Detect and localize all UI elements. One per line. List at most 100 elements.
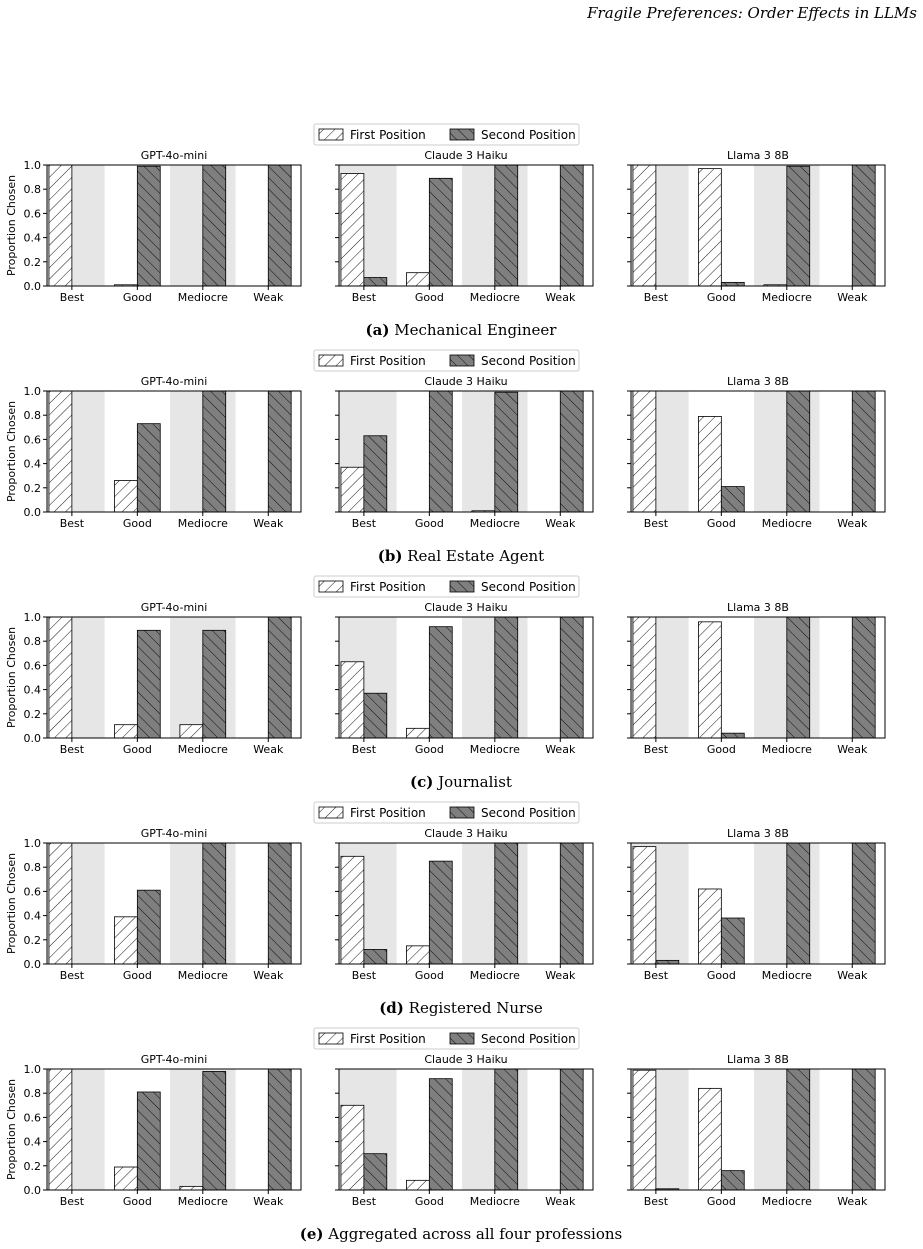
y-tick-label: 0.6 [24, 659, 42, 672]
caption-text: Journalist [433, 773, 512, 791]
x-tick-label: Best [60, 969, 85, 982]
bar-second-good [428, 626, 453, 739]
subplot-title: Claude 3 Haiku [424, 1053, 507, 1066]
bar-second-good [720, 1170, 745, 1191]
x-tick-label: Mediocre [178, 517, 228, 530]
bar-first-best [48, 616, 73, 739]
x-tick-label: Best [60, 1195, 85, 1208]
bar-first-best [48, 390, 73, 513]
subplot-3: Best Good Mediocre Weak Llama 3 8B [627, 149, 886, 304]
bar-second-good [428, 390, 453, 513]
bar-first-best [632, 164, 657, 287]
x-tick-label: Weak [253, 1195, 284, 1208]
x-tick-label: Good [415, 517, 444, 530]
bar-second-mediocre [786, 1068, 811, 1191]
y-tick-label: 0.6 [24, 1111, 42, 1124]
subplot-1: 0.0 0.2 0.4 0.6 0.8 1.0 Best Good Mediocre Weak GP… [5, 149, 302, 304]
subplot-2: Best Good Mediocre Weak Claude 3 Haiku [335, 601, 594, 756]
x-tick-label: Good [415, 1195, 444, 1208]
bar-second-weak [559, 1068, 584, 1191]
subplot-title: Llama 3 8B [727, 601, 789, 614]
bar-first-good [698, 621, 722, 739]
bar-second-weak [559, 842, 584, 965]
y-tick-label: 0.0 [24, 732, 42, 745]
bar-second-weak [267, 390, 292, 513]
y-tick-label: 0.4 [24, 910, 42, 923]
x-tick-label: Mediocre [470, 743, 520, 756]
plot-frame [630, 1068, 886, 1191]
caption-text: Registered Nurse [404, 999, 543, 1017]
subplot-title: Claude 3 Haiku [424, 601, 507, 614]
plot-frame [338, 616, 594, 739]
legend-label-second: Second Position [481, 580, 576, 594]
legend-swatch-second [449, 1032, 475, 1045]
x-tick-label: Best [60, 743, 85, 756]
bar-first-best [632, 390, 657, 513]
x-tick-label: Mediocre [470, 1195, 520, 1208]
bar-first-mediocre [179, 724, 204, 739]
x-tick-label: Good [123, 291, 152, 304]
bar-second-good [720, 917, 745, 965]
panel-caption: (a) Mechanical Engineer [366, 321, 558, 339]
legend-swatch-first [318, 128, 344, 141]
caption-text: Aggregated across all four professions [324, 1225, 623, 1243]
y-axis-label: Proportion Chosen [5, 627, 18, 728]
x-tick-label: Best [644, 969, 669, 982]
x-tick-label: Best [644, 1195, 669, 1208]
plot-frame [630, 164, 886, 287]
legend-box [313, 801, 580, 824]
legend-swatch-second [449, 354, 475, 367]
y-tick-label: 0.2 [24, 482, 42, 495]
plot-frame [46, 616, 302, 739]
y-axis-label: Proportion Chosen [5, 401, 18, 502]
y-tick-label: 0.8 [24, 1087, 42, 1100]
bar-first-best [632, 616, 657, 739]
legend-label-first: First Position [350, 128, 426, 142]
legend-swatch-second [449, 128, 475, 141]
legend-label-first: First Position [350, 806, 426, 820]
plot-frame [338, 164, 594, 287]
x-tick-label: Weak [837, 743, 868, 756]
bar-second-weak [851, 616, 876, 739]
bar-second-weak [267, 616, 292, 739]
subplot-title: GPT-4o-mini [141, 375, 208, 388]
legend-label-first: First Position [350, 354, 426, 368]
subplot-title: GPT-4o-mini [141, 601, 208, 614]
y-tick-label: 0.0 [24, 1184, 42, 1197]
subplot-1: 0.0 0.2 0.4 0.6 0.8 1.0 Best Good Mediocre Weak GP… [5, 601, 302, 756]
bar-second-mediocre [786, 165, 811, 287]
bar-second-mediocre [494, 164, 519, 287]
bar-second-good [720, 486, 745, 513]
y-tick-label: 0.6 [24, 885, 42, 898]
legend: First Position Second Position [313, 575, 580, 598]
bar-first-good [114, 916, 138, 965]
bar-first-best [340, 1104, 365, 1191]
subplot-1: 0.0 0.2 0.4 0.6 0.8 1.0 Best Good Mediocre Weak GP… [5, 1053, 302, 1208]
bar-second-mediocre [202, 390, 227, 513]
caption-text: Mechanical Engineer [389, 321, 557, 339]
x-tick-label: Best [60, 517, 85, 530]
bar-second-weak [267, 842, 292, 965]
subplot-title: Llama 3 8B [727, 375, 789, 388]
bar-second-good [136, 165, 161, 287]
y-tick-label: 1.0 [24, 1063, 42, 1076]
y-tick-label: 0.2 [24, 1160, 42, 1173]
legend: First Position Second Position [313, 349, 580, 372]
x-tick-label: Weak [253, 291, 284, 304]
bar-second-good [136, 1091, 161, 1191]
bar-first-good [406, 945, 430, 965]
caption-letter: (a) [366, 321, 390, 339]
panel-caption: (b) Real Estate Agent [378, 547, 544, 565]
legend-box [313, 575, 580, 598]
plot-frame [46, 1068, 302, 1191]
y-axis-label: Proportion Chosen [5, 1079, 18, 1180]
panel-4: First Position Second Position0.00.20.40.… [5, 801, 886, 1017]
x-tick-label: Weak [545, 969, 576, 982]
x-tick-label: Good [707, 743, 736, 756]
bar-first-good [114, 480, 138, 513]
x-tick-label: Best [644, 291, 669, 304]
subplot-2: Best Good Mediocre Weak Claude 3 Haiku [335, 827, 594, 982]
x-tick-label: Weak [837, 969, 868, 982]
x-tick-label: Best [352, 1195, 377, 1208]
x-tick-label: Good [707, 291, 736, 304]
